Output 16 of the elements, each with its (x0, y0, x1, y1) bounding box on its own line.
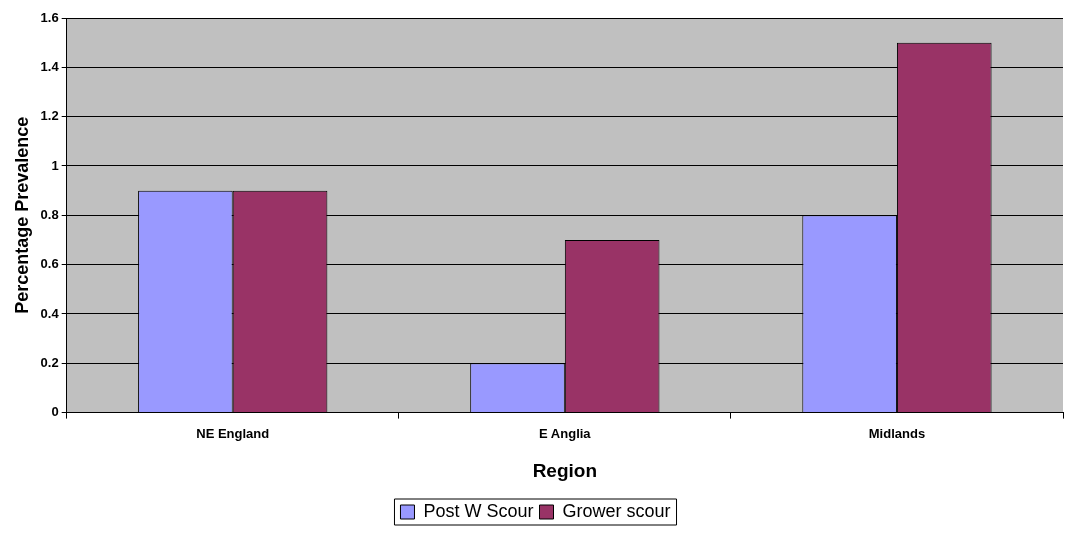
x-tick-label: Midlands (868, 425, 926, 441)
x-axis-title: Region (532, 459, 598, 481)
y-tick-label: 1.4 (40, 58, 60, 74)
y-tick-label: 1.6 (40, 9, 59, 25)
x-tick-label: E Anglia (539, 425, 592, 441)
legend-label: Post W Scour (423, 500, 534, 521)
y-tick-label: 0.8 (40, 206, 59, 222)
y-tick-label: 0 (51, 404, 59, 420)
y-tick-label: 0.6 (40, 256, 59, 272)
y-tick-label: 1 (51, 157, 59, 173)
x-tick-label: NE England (196, 425, 270, 441)
y-tick-label: 0.2 (40, 354, 59, 370)
y-tick-label: 1.2 (40, 108, 59, 124)
y-tick-label: 0.4 (40, 305, 60, 321)
y-axis-title: Percentage Prevalence (11, 116, 32, 314)
legend-label: Grower scour (562, 500, 671, 521)
